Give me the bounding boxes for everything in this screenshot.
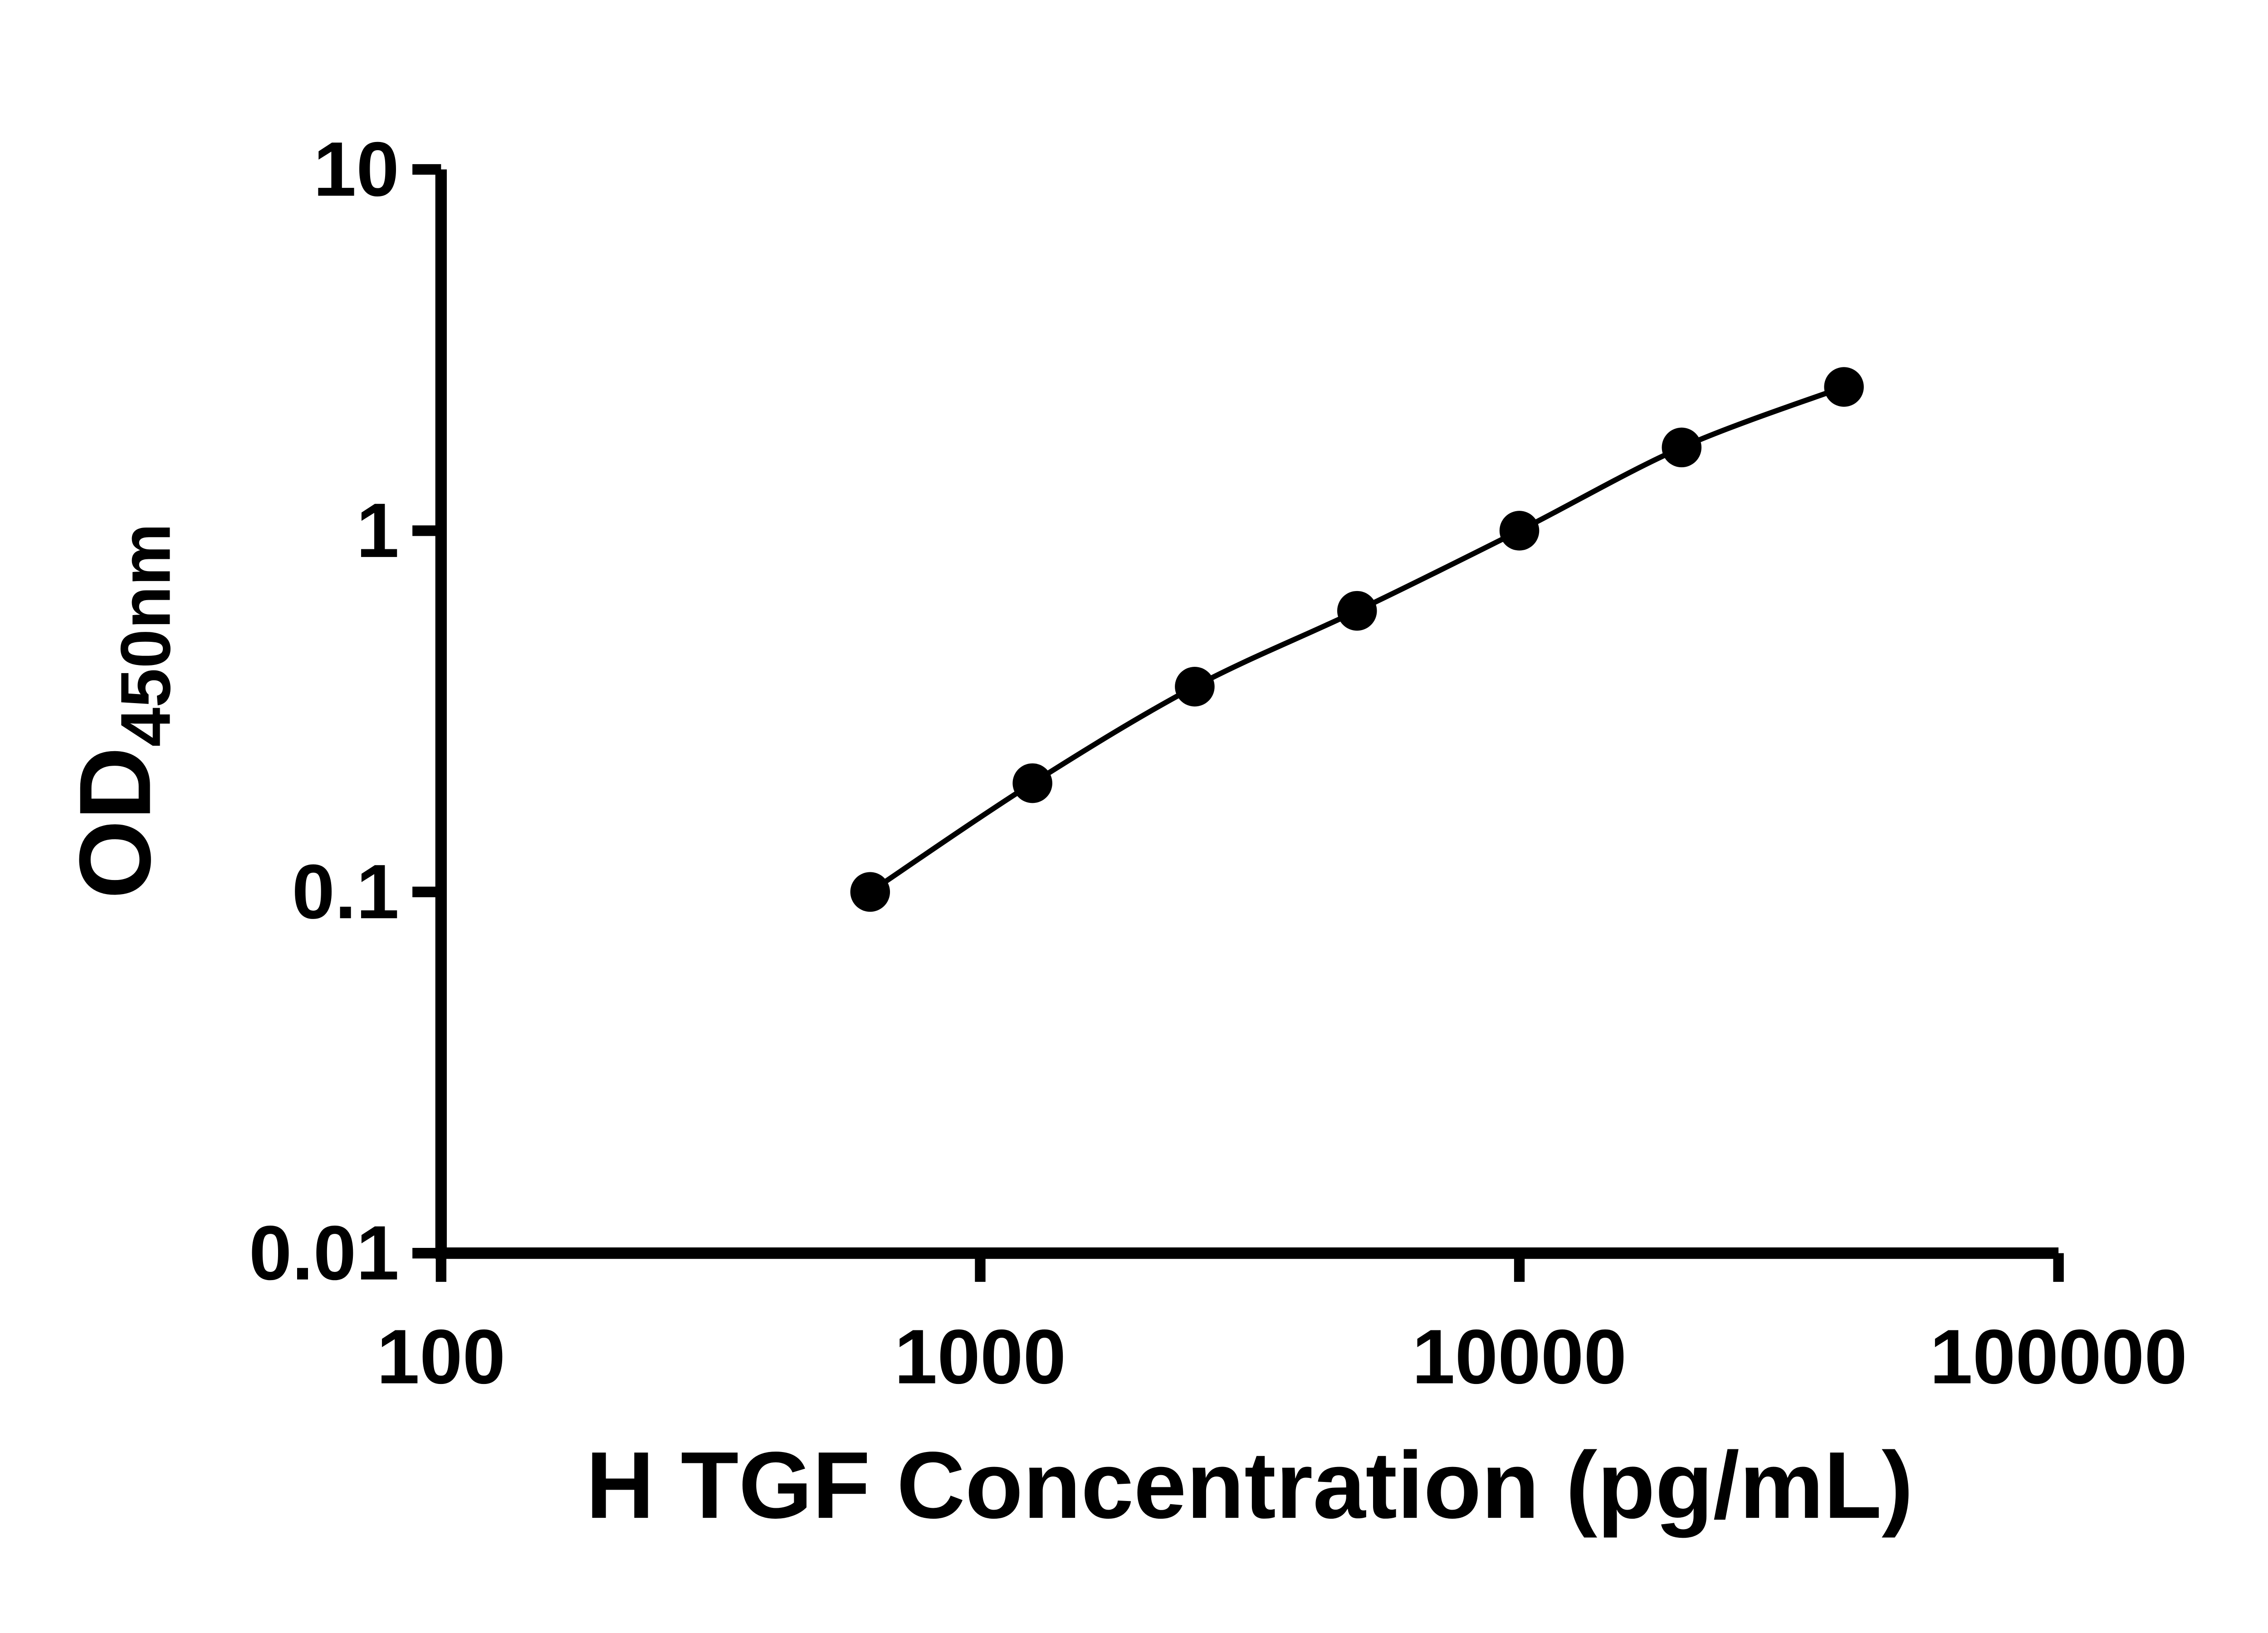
data-point-marker (1824, 367, 1864, 407)
data-point-marker (1175, 666, 1215, 707)
x-axis-tick-label: 100000 (1930, 1314, 2187, 1400)
data-point-marker (1337, 591, 1377, 631)
x-axis-tick-label: 1000 (894, 1314, 1066, 1400)
standard-curve-line (869, 384, 1845, 895)
x-axis-tick-label: 100 (376, 1314, 505, 1400)
y-axis-tick-label: 0.1 (292, 849, 399, 935)
data-point-marker (1012, 763, 1052, 803)
y-axis-tick-label: 1 (356, 488, 399, 574)
y-axis-title: OD450nm (59, 523, 185, 899)
x-axis-tick-label: 10000 (1412, 1314, 1627, 1400)
data-point-marker (1499, 511, 1540, 551)
y-axis-tick-label: 0.01 (249, 1210, 399, 1296)
data-point-marker (850, 872, 890, 912)
plot-area: 100 1000 10000 100000 0.01 0.1 1 10 OD450nm (59, 127, 2187, 1400)
y-axis-tick-label: 10 (313, 127, 399, 213)
data-point-marker (1662, 427, 1702, 468)
axis-spines (435, 169, 2059, 1259)
x-axis-title: H TGF Concentration (pg/mL) (586, 1433, 1913, 1538)
